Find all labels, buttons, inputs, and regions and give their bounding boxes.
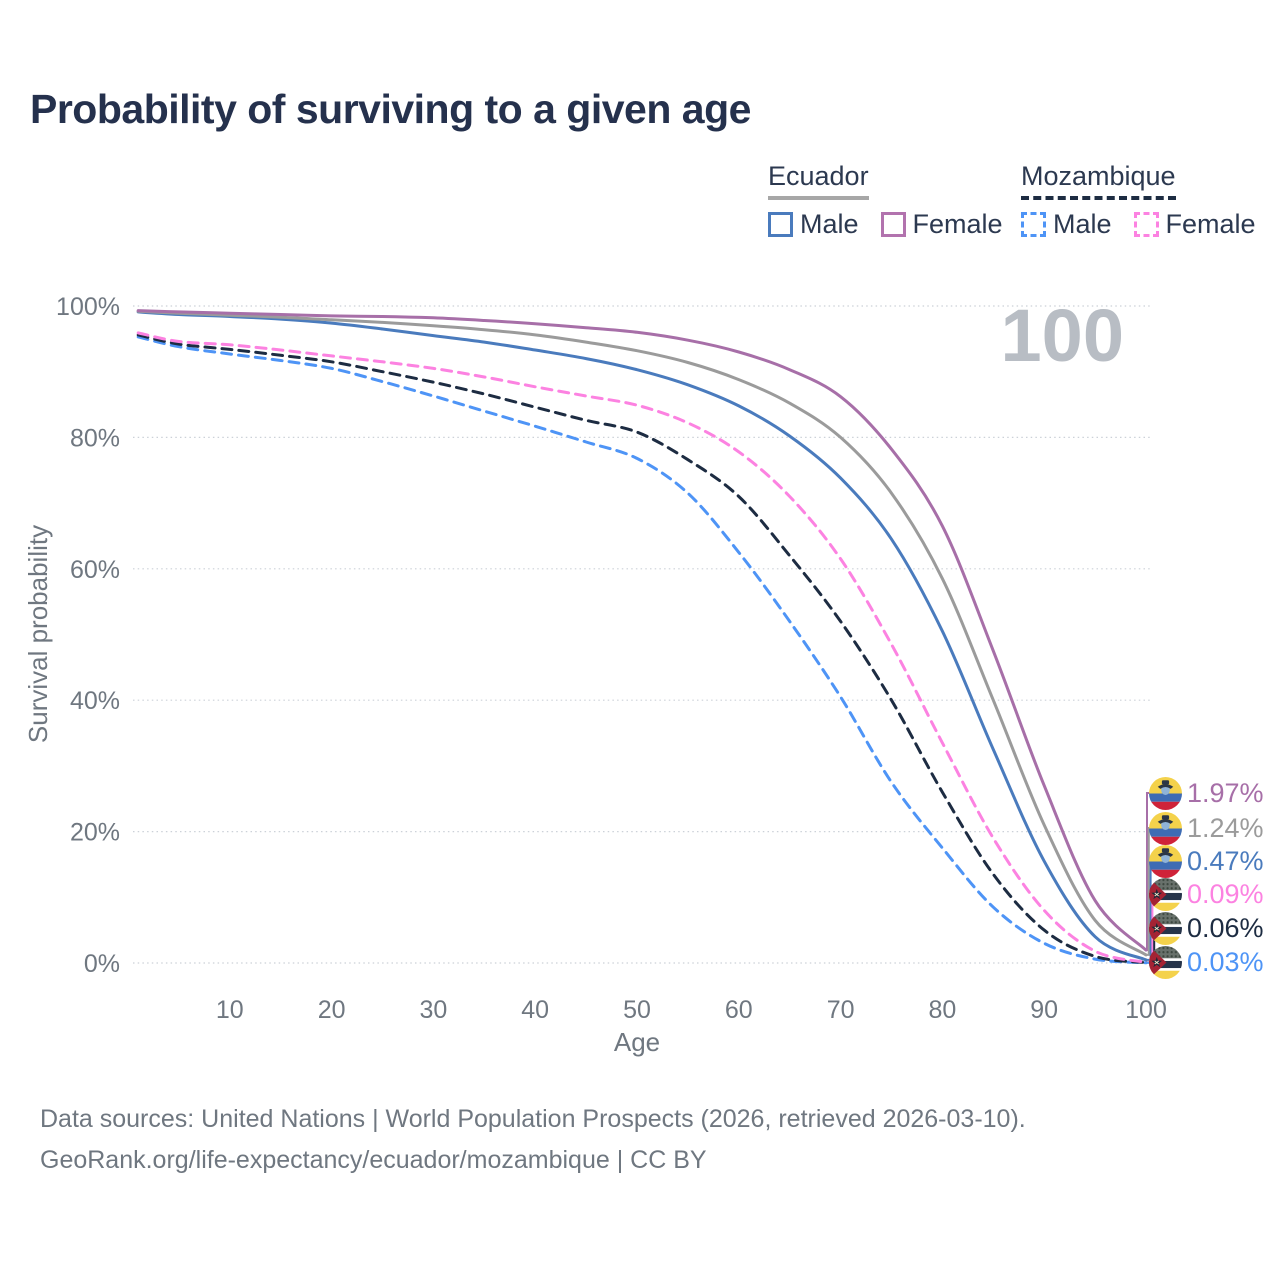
x-tick-label: 60 — [725, 996, 753, 1024]
legend-item-ecuador-female[interactable]: Female — [880, 209, 1003, 240]
y-tick-label: 0% — [84, 950, 120, 978]
survival-curve — [136, 331, 1148, 964]
x-tick-label: 70 — [827, 996, 855, 1024]
data-source-note: Data sources: United Nations | World Pop… — [40, 1099, 1026, 1181]
mozambique-flag-icon — [1149, 878, 1182, 911]
y-tick-label: 40% — [70, 687, 120, 715]
survival-curve — [136, 309, 1148, 957]
x-tick-label: 50 — [623, 996, 651, 1024]
series-end-label: 0.47% — [1149, 844, 1264, 878]
legend-item-ecuador-male[interactable]: Male — [768, 209, 859, 240]
ecuador-flag-icon — [1149, 777, 1182, 810]
series-end-label: 0.03% — [1149, 945, 1264, 979]
x-tick-label: 40 — [521, 996, 549, 1024]
ecuador-flag-icon — [1149, 845, 1182, 878]
series-end-label: 1.97% — [1149, 776, 1264, 810]
plot-area: 0% 20% 40% 60% 80% 100% 10 20 30 40 50 60 70 80 90 100 A… — [23, 293, 1167, 1057]
series-end-value: 1.24% — [1187, 812, 1264, 843]
series-end-label: 0.06% — [1149, 911, 1264, 945]
survival-curve — [136, 333, 1148, 965]
x-tick-label: 10 — [216, 996, 244, 1024]
x-tick-label: 20 — [318, 996, 346, 1024]
legend-swatch-mozambique-male — [1021, 212, 1046, 237]
series-end-value: 0.03% — [1187, 946, 1264, 977]
survival-curve — [136, 310, 1148, 962]
y-axis-label: Survival probability — [23, 525, 53, 743]
x-axis-label: Age — [614, 1027, 660, 1057]
series-end-value: 0.47% — [1187, 845, 1264, 876]
mozambique-flag-icon — [1149, 912, 1182, 945]
hover-age-watermark: 100 — [1000, 294, 1124, 377]
series-end-label: 0.09% — [1149, 877, 1264, 911]
y-tick-label: 100% — [56, 293, 120, 321]
legend-group-ecuador: Ecuador Male Female — [768, 161, 1025, 240]
legend-items-ecuador: Male Female — [768, 209, 1025, 240]
legend-item-mozambique-female[interactable]: Female — [1133, 209, 1256, 240]
legend-header-mozambique: Mozambique — [1021, 161, 1176, 200]
legend-header-ecuador: Ecuador — [768, 161, 869, 200]
legend-label: Female — [1165, 209, 1256, 239]
y-tick-label: 20% — [70, 819, 120, 847]
y-tick-label: 60% — [70, 556, 120, 584]
page-title: Probability of surviving to a given age — [30, 86, 751, 132]
legend-label: Male — [800, 209, 859, 239]
series-end-value: 0.09% — [1187, 878, 1264, 909]
data-source-line: Data sources: United Nations | World Pop… — [40, 1105, 1026, 1133]
series-end-value: 1.97% — [1187, 777, 1264, 808]
series-end-label: 1.24% — [1149, 811, 1264, 845]
x-tick-label: 90 — [1030, 996, 1058, 1024]
legend-swatch-ecuador-male — [768, 212, 793, 237]
series-end-value: 0.06% — [1187, 912, 1264, 943]
legend-label: Male — [1053, 209, 1112, 239]
legend-swatch-mozambique-female — [1133, 212, 1159, 237]
legend-label: Female — [912, 209, 1003, 239]
x-tick-label: 100 — [1125, 996, 1167, 1024]
survival-curve — [136, 309, 1148, 952]
ecuador-flag-icon — [1149, 812, 1182, 845]
legend-item-mozambique-male[interactable]: Male — [1021, 209, 1112, 240]
legend-items-mozambique: Male Female — [1021, 209, 1278, 240]
mozambique-flag-icon — [1149, 946, 1182, 979]
legend-swatch-ecuador-female — [880, 212, 906, 237]
x-tick-label: 30 — [419, 996, 447, 1024]
survival-curve — [136, 335, 1148, 965]
y-tick-label: 80% — [70, 424, 120, 452]
legend-group-mozambique: Mozambique Male Female — [1021, 161, 1278, 240]
x-tick-label: 80 — [928, 996, 956, 1024]
attribution-line: GeoRank.org/life-expectancy/ecuador/moza… — [40, 1146, 707, 1174]
